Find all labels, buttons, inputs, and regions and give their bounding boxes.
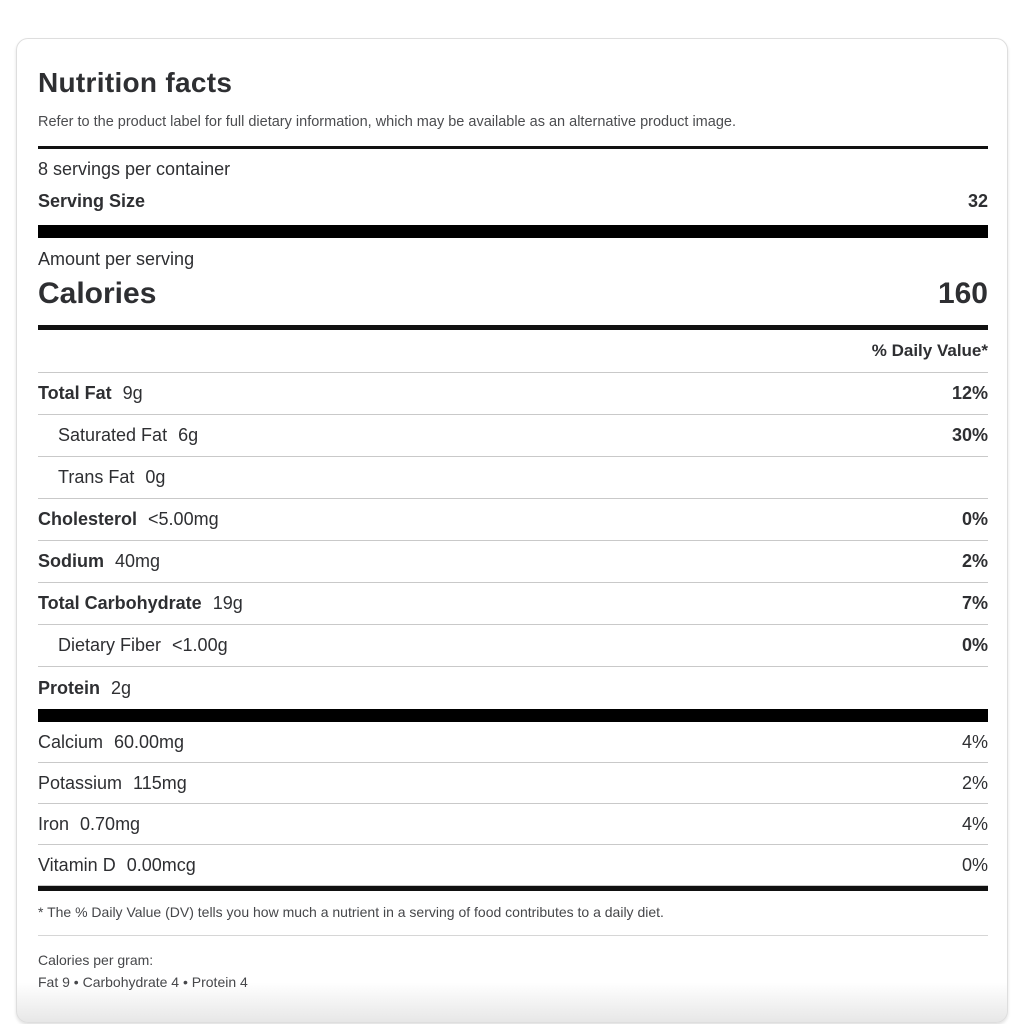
nutrient-amount: <5.00mg [148,509,219,529]
daily-value-header: % Daily Value* [38,330,988,373]
nutrient-dv: 7% [961,593,988,613]
mineral-row-vitamin-d: Vitamin D 0.00mcg 0% [38,845,988,886]
mineral-dv: 4% [961,731,988,752]
nutrient-label: Dietary Fiber [58,635,162,655]
mineral-label: Vitamin D [38,854,116,875]
nutrient-row-trans-fat: Trans Fat 0g [38,457,988,499]
mineral-row-iron: Iron 0.70mg 4% [38,804,988,845]
mineral-label: Calcium [38,731,104,752]
mineral-row-potassium: Potassium 115mg 2% [38,763,988,804]
nutrient-dv: 2% [961,551,988,571]
nutrition-facts-card: Nutrition facts Refer to the product lab… [16,38,1008,1023]
calories-label: Calories [38,277,157,310]
nutrient-row-total-carbohydrate: Total Carbohydrate 19g 7% [38,583,988,625]
nutrient-dv: 12% [951,383,988,403]
nutrient-amount: 0g [145,467,166,487]
amount-per-serving-label: Amount per serving [38,249,195,269]
calories-value: 160 [937,277,988,310]
nutrient-dv: 0% [961,635,988,655]
nutrient-dv: 0% [961,509,988,529]
servings-per-container: 8 servings per container [38,159,231,179]
nutrient-amount: 19g [212,593,243,613]
mineral-amount: 0.70mg [80,813,141,834]
mineral-dv: 0% [961,854,988,875]
nutrition-disclaimer: Refer to the product label for full diet… [38,114,736,130]
nutrient-label: Cholesterol [38,509,138,529]
serving-size-value: 32 [967,191,988,211]
nutrient-label: Sodium [38,551,104,571]
nutrient-row-cholesterol: Cholesterol <5.00mg 0% [38,499,988,541]
calories-per-gram-block: Calories per gram: Fat 9 • Carbohydrate … [38,936,988,998]
nutrient-amount: 40mg [115,551,161,571]
divider-medium [38,146,988,149]
nutrient-row-protein: Protein 2g [38,667,988,709]
mineral-label: Iron [38,813,70,834]
calories-per-gram-label: Calories per gram: [38,952,154,968]
nutrient-label: Saturated Fat [58,425,168,445]
nutrient-row-total-fat: Total Fat 9g 12% [38,373,988,415]
nutrient-label: Total Carbohydrate [38,593,202,613]
mineral-dv: 2% [961,772,988,793]
mineral-row-calcium: Calcium 60.00mg 4% [38,722,988,763]
mineral-amount: 115mg [133,772,187,793]
thick-black-bar [38,709,988,722]
daily-value-footnote: * The % Daily Value (DV) tells you how m… [38,891,988,936]
nutrient-label: Total Fat [38,383,112,403]
serving-size-row: Serving Size 32 [38,182,988,225]
nutrient-amount: 6g [178,425,199,445]
mineral-dv: 4% [961,813,988,834]
serving-size-label: Serving Size [38,191,146,211]
nutrient-label: Protein [38,677,101,698]
thick-black-bar [38,225,988,238]
calories-row: Calories 160 [38,270,988,325]
mineral-label: Potassium [38,772,123,793]
nutrient-amount: 9g [122,383,143,403]
mineral-amount: 0.00mcg [126,854,196,875]
nutrition-facts-title: Nutrition facts [38,67,233,98]
nutrient-row-saturated-fat: Saturated Fat 6g 30% [38,415,988,457]
nutrient-row-dietary-fiber: Dietary Fiber <1.00g 0% [38,625,988,667]
nutrient-row-sodium: Sodium 40mg 2% [38,541,988,583]
divider-heavy [38,886,988,891]
nutrient-dv: 30% [951,425,988,445]
calories-per-gram-values: Fat 9 • Carbohydrate 4 • Protein 4 [38,974,248,991]
nutrient-label: Trans Fat [58,467,135,487]
nutrient-amount: 2g [111,677,132,698]
mineral-amount: 60.00mg [114,731,185,752]
divider-heavy [38,325,988,330]
nutrient-amount: <1.00g [172,635,228,655]
